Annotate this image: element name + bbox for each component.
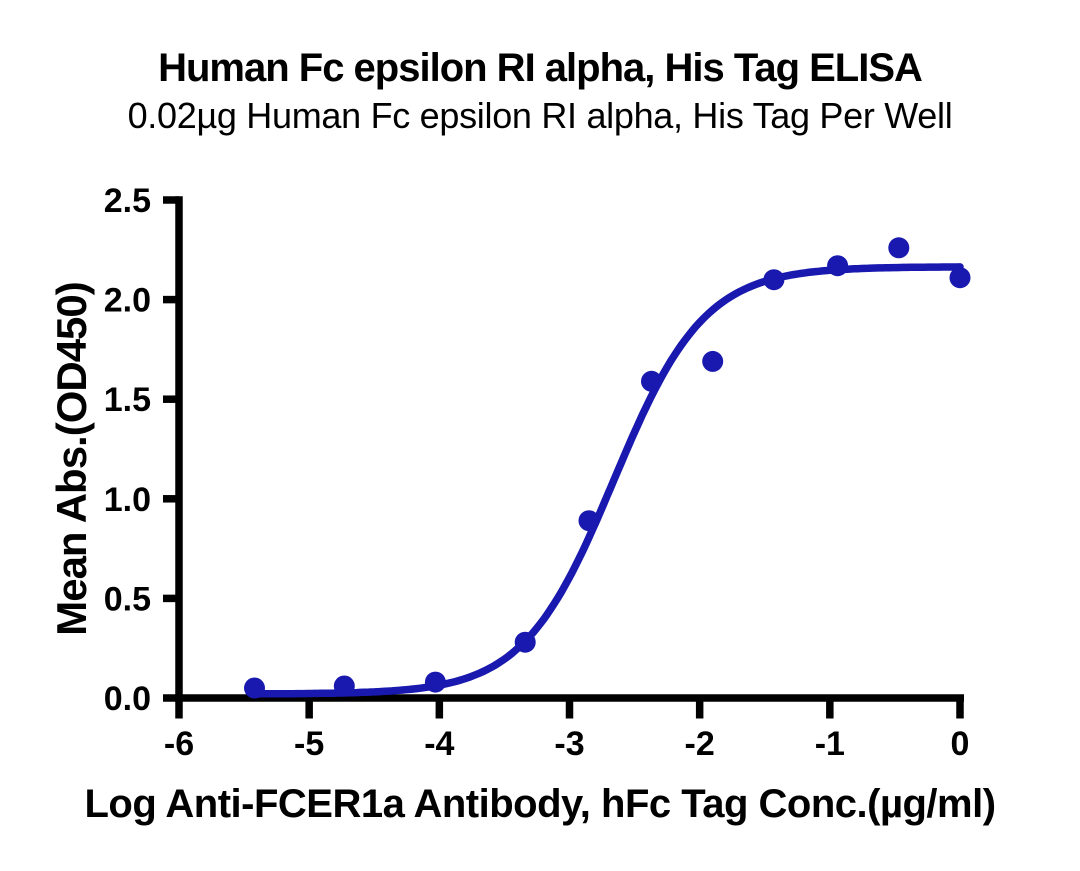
y-tick-label: 0.0: [104, 680, 151, 718]
chart-title: Human Fc epsilon RI alpha, His Tag ELISA: [158, 46, 923, 90]
axes: -6 -5 -4 -3 -2 -1 0 0.0 0.5 1.0 1.5 2.0 2.5: [104, 182, 970, 763]
x-axis-title: Log Anti-FCER1a Antibody, hFc Tag Conc.(…: [84, 782, 996, 826]
x-tick-label: -3: [554, 725, 584, 763]
data-points: [244, 237, 971, 699]
data-point: [578, 510, 600, 532]
y-tick-label: 1.5: [104, 381, 151, 419]
x-tick-label: -6: [164, 725, 194, 763]
chart-subtitle: 0.02µg Human Fc epsilon RI alpha, His Ta…: [127, 95, 953, 136]
data-point: [514, 631, 536, 653]
data-point: [641, 370, 662, 392]
data-point: [333, 675, 355, 697]
x-tick-label: -5: [294, 725, 324, 763]
x-tick-label: -4: [424, 725, 454, 763]
y-tick-label: 0.5: [104, 580, 151, 618]
y-tick-label: 2.5: [104, 182, 151, 220]
y-tick-label: 2.0: [104, 282, 151, 320]
data-point: [702, 350, 724, 372]
data-point: [244, 677, 265, 699]
x-tick-label: -1: [815, 725, 845, 763]
data-point: [424, 671, 446, 693]
y-tick-label: 1.0: [104, 481, 151, 519]
fit-curve: [250, 263, 964, 698]
data-point: [827, 255, 849, 277]
data-point: [949, 267, 971, 289]
x-tick-label: 0: [951, 725, 970, 763]
data-point: [888, 237, 910, 259]
x-tick-label: -2: [685, 725, 715, 763]
data-point: [763, 269, 785, 291]
